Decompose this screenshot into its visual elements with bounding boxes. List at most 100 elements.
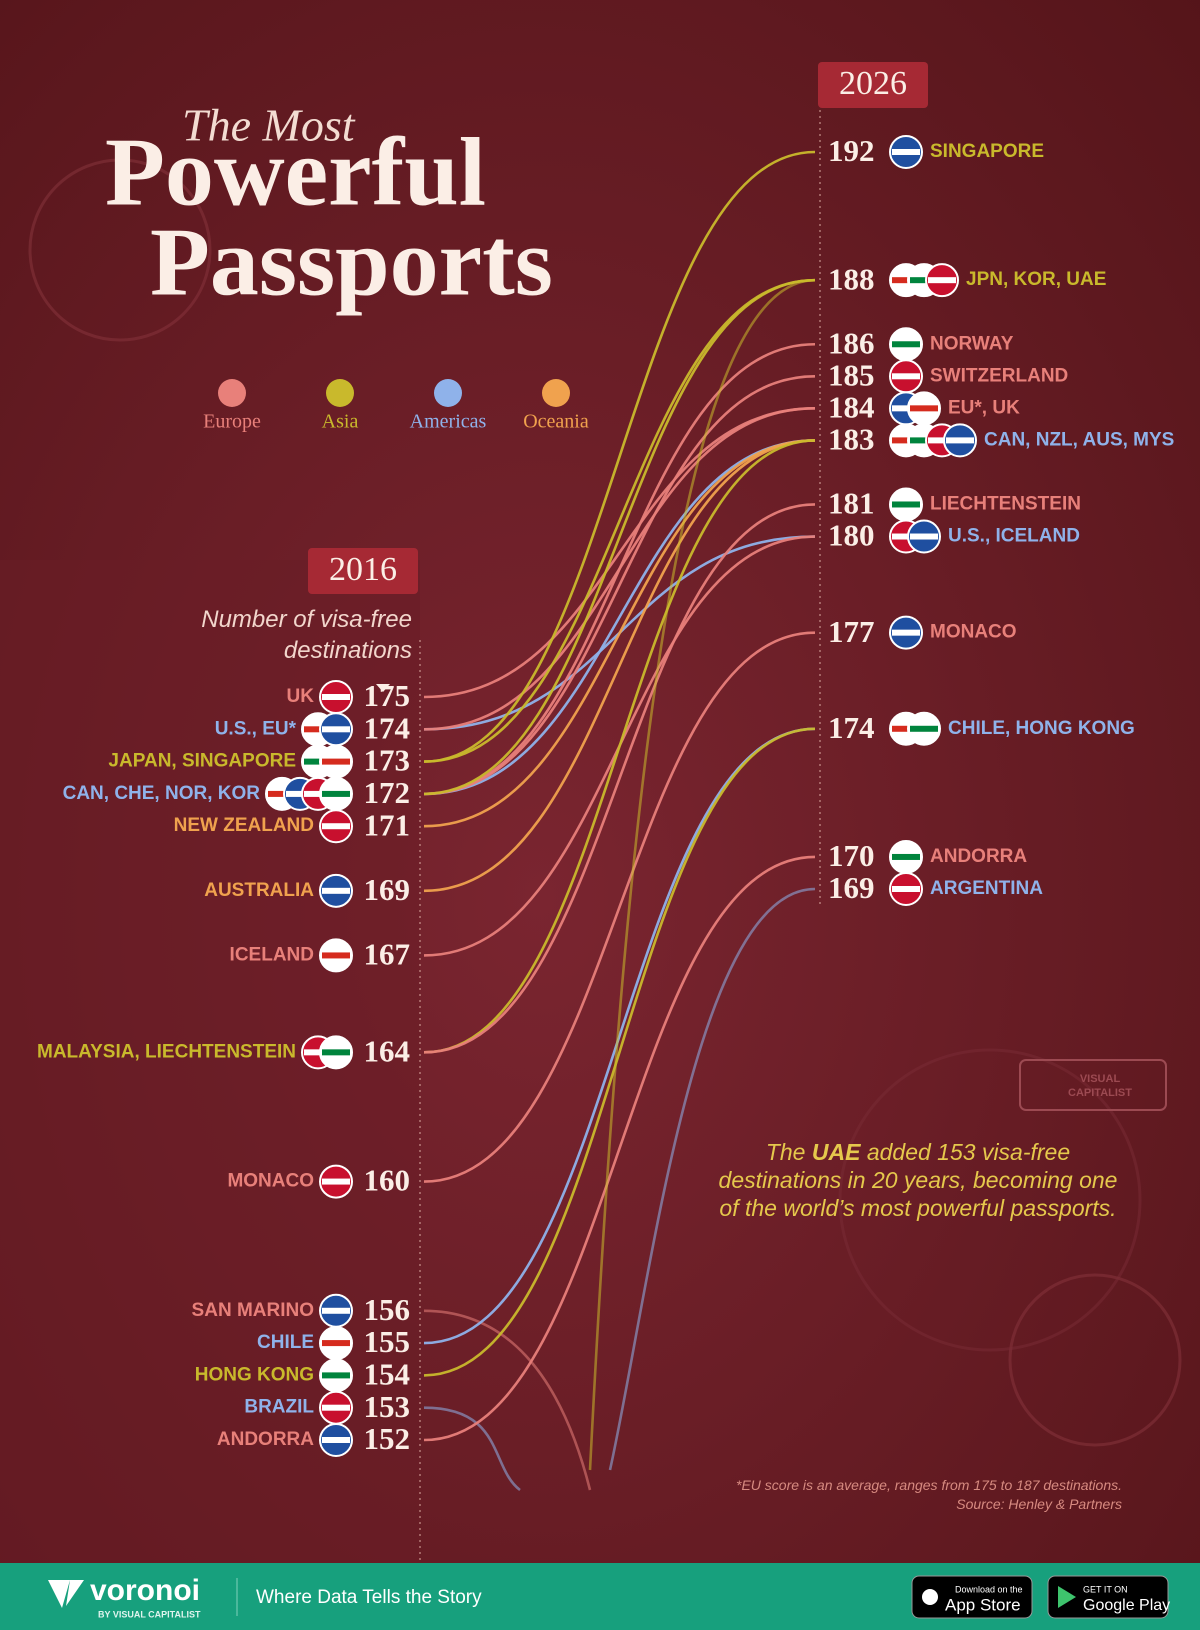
start-label: MONACO — [227, 1171, 314, 1192]
end-label: SINGAPORE — [930, 141, 1044, 162]
start-value: 167 — [364, 937, 411, 972]
series-line — [423, 1406, 521, 1492]
annotation: The UAE added 153 visa-free destinations… — [718, 1138, 1118, 1222]
flag-band — [322, 823, 350, 830]
stamp-decoration — [1008, 1273, 1182, 1447]
end-value: 185 — [828, 357, 875, 392]
end-value: 186 — [828, 325, 875, 360]
start-value: 172 — [364, 775, 411, 810]
end-label: ARGENTINA — [930, 878, 1043, 899]
flag-band — [322, 758, 350, 765]
stamp-decoration — [28, 158, 212, 342]
series-line — [423, 439, 816, 796]
end-value: 170 — [828, 838, 875, 873]
axis-label: Number of visa-free destinations — [201, 606, 412, 664]
flag-band — [322, 1372, 350, 1379]
end-value: 192 — [828, 133, 875, 168]
end-label: CAN, NZL, AUS, MYS — [984, 429, 1174, 450]
legend-label: Oceania — [523, 411, 589, 433]
flag-band — [910, 725, 938, 732]
end-label: MONACO — [930, 622, 1017, 643]
year-badge — [308, 548, 418, 594]
flag-band — [322, 1049, 350, 1056]
annotation-text: added 153 visa-free destinations in 20 y… — [718, 1139, 1118, 1221]
stamp-decoration — [838, 1048, 1142, 1352]
start-label: MALAYSIA, LIECHTENSTEIN — [37, 1041, 296, 1062]
flag-band — [910, 533, 938, 540]
flag-band — [304, 726, 332, 733]
start-value: 154 — [364, 1357, 411, 1392]
series-line — [423, 439, 816, 828]
end-label: CHILE, HONG KONG — [948, 718, 1135, 739]
end-label: SWITZERLAND — [930, 365, 1068, 386]
flag-band — [946, 437, 974, 444]
flag-band — [304, 758, 332, 765]
flag-band — [304, 1049, 332, 1056]
start-label: U.S., EU* — [215, 718, 297, 739]
flag-band — [322, 952, 350, 959]
flag-band — [910, 277, 938, 284]
footer: voronoi BY VISUAL CAPITALIST Where Data … — [0, 1563, 1200, 1630]
series-line — [423, 855, 816, 1442]
app-icon — [922, 1589, 938, 1605]
start-value: 160 — [364, 1163, 411, 1198]
app-store-small: Download on the — [955, 1584, 1023, 1594]
flag-band — [322, 1437, 350, 1443]
app-store-button[interactable] — [911, 1575, 1033, 1619]
series-line — [423, 342, 816, 796]
legend-swatch — [542, 379, 570, 407]
series-line — [423, 631, 816, 1183]
flag-band — [892, 725, 920, 732]
start-label: ICELAND — [230, 944, 314, 965]
flag-band — [928, 277, 956, 284]
end-label: JPN, KOR, UAE — [966, 269, 1106, 290]
app-store-label: App Store — [945, 1595, 1021, 1614]
watermark: CAPITALIST — [1068, 1087, 1132, 1099]
source: Source: Henley & Partners — [956, 1496, 1122, 1512]
end-value: 169 — [828, 870, 875, 905]
flag-band — [892, 341, 920, 348]
start-label: BRAZIL — [244, 1397, 314, 1418]
end-value: 180 — [828, 518, 875, 553]
flag-band — [322, 1340, 350, 1347]
flag-band — [892, 853, 920, 860]
title-line: The Most — [182, 100, 356, 151]
year-badge — [818, 62, 928, 108]
google-play-button[interactable] — [1047, 1575, 1169, 1619]
flag-band — [322, 694, 350, 700]
start-value: 164 — [364, 1033, 411, 1068]
flag-band — [892, 533, 920, 540]
flag-band — [322, 1178, 350, 1185]
legend-label: Europe — [203, 411, 261, 433]
footnote-block: *EU score is an average, ranges from 175… — [736, 1476, 1122, 1514]
end-value: 184 — [828, 389, 875, 424]
legend-swatch — [434, 379, 462, 407]
tagline: Where Data Tells the Story — [256, 1587, 482, 1608]
flag-band — [322, 790, 350, 797]
title-line: Passports — [150, 208, 553, 316]
start-label: ANDORRA — [217, 1429, 314, 1450]
year-label: 2016 — [329, 551, 397, 588]
start-value: 174 — [364, 710, 411, 745]
legend-swatch — [326, 379, 354, 407]
series-line — [423, 439, 816, 893]
end-label: ANDORRA — [930, 846, 1027, 867]
end-label: NORWAY — [930, 333, 1014, 354]
series-line — [423, 150, 816, 763]
pointer — [376, 684, 390, 692]
start-value: 171 — [364, 807, 411, 842]
end-label: EU*, UK — [948, 397, 1020, 418]
start-label: AUSTRALIA — [204, 880, 314, 901]
start-value: 169 — [364, 872, 411, 907]
flag-band — [892, 501, 920, 508]
start-label: CHILE — [257, 1332, 314, 1353]
year-label: 2026 — [839, 65, 907, 102]
end-value: 177 — [828, 614, 875, 649]
end-label: U.S., ICELAND — [948, 526, 1080, 547]
flag-band — [268, 790, 296, 797]
watermark: VISUAL — [1080, 1073, 1121, 1085]
series-line — [423, 727, 816, 1377]
start-label: HONG KONG — [195, 1364, 314, 1385]
